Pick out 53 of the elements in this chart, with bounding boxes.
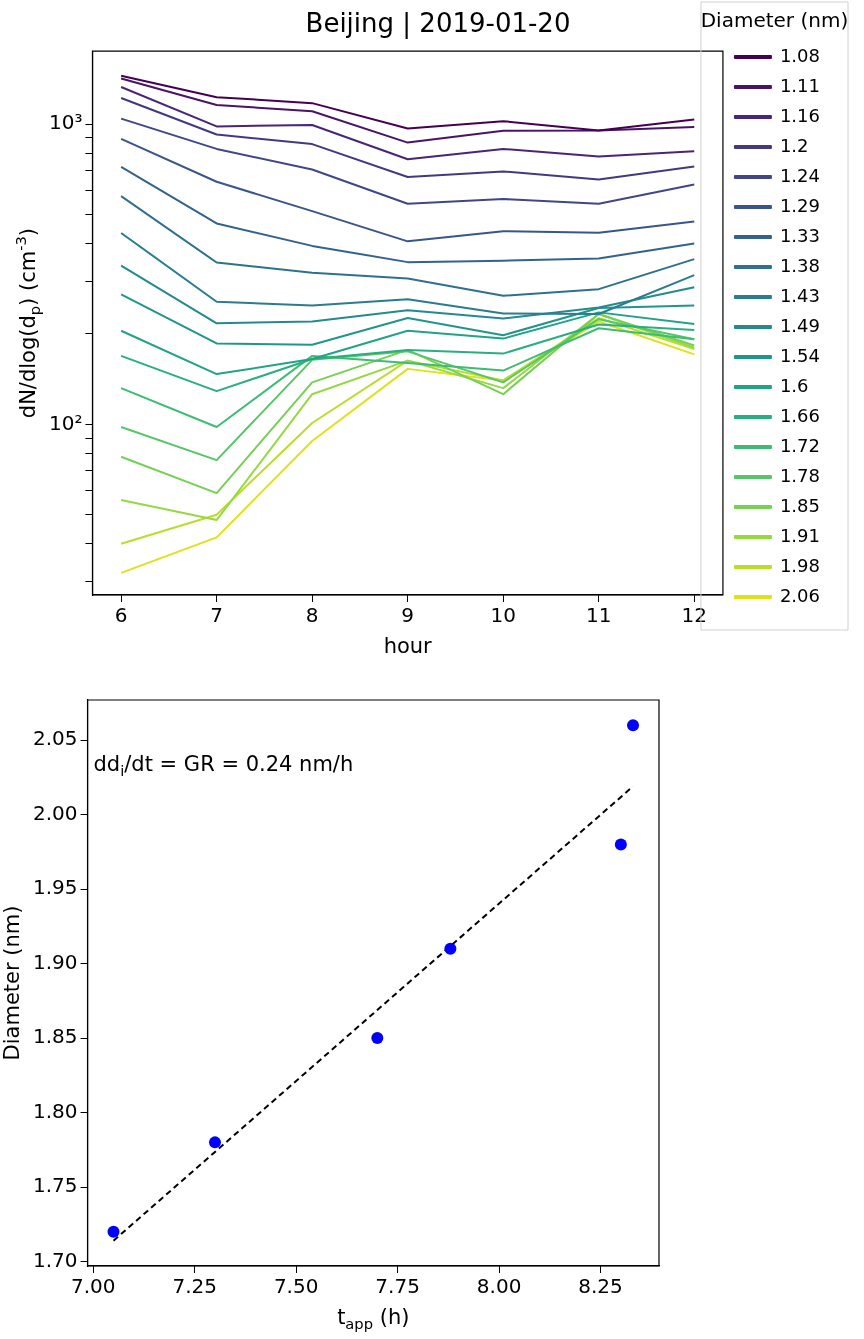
- x-tick-label: 9: [401, 603, 415, 628]
- x-tick-label: 6: [114, 603, 128, 628]
- legend-label: 1.6: [779, 374, 809, 396]
- x-tick-label: 7.25: [172, 1274, 217, 1299]
- y-tick-label: 10²: [49, 410, 83, 435]
- y-tick-label: 1.70: [33, 1247, 78, 1272]
- y-tick-label: 1.80: [33, 1098, 78, 1123]
- legend-label: 1.72: [779, 434, 820, 456]
- y-tick-label: 2.05: [33, 726, 78, 751]
- x-tick-label: 8.25: [578, 1274, 623, 1299]
- point: [371, 1032, 384, 1045]
- y-tick-label: 1.95: [33, 875, 78, 900]
- x-tick-label: 8.00: [476, 1274, 522, 1299]
- legend-label: 1.98: [779, 554, 820, 576]
- y-axis-title: dN/dlog(dp) (cm-3): [12, 227, 44, 419]
- y-tick-label: 2.00: [33, 800, 78, 825]
- legend-label: 1.43: [779, 284, 820, 306]
- legend-label: 1.16: [779, 104, 820, 126]
- legend-label: 1.08: [779, 44, 820, 66]
- point: [614, 838, 627, 851]
- y-tick-label: 1.85: [33, 1024, 78, 1049]
- x-tick-label: 7: [210, 603, 224, 628]
- x-tick-label: 10: [490, 603, 516, 628]
- x-tick-label: 12: [681, 603, 707, 628]
- x-tick-label: 11: [586, 603, 612, 628]
- legend-label: 1.78: [779, 464, 820, 486]
- point: [107, 1225, 120, 1238]
- legend-label: 1.49: [779, 314, 820, 336]
- x-tick-label: 7.00: [70, 1274, 116, 1299]
- legend-label: 1.33: [779, 224, 820, 246]
- y-tick-label: 10³: [49, 110, 83, 135]
- y-tick-label: 1.75: [33, 1173, 78, 1198]
- point: [444, 942, 457, 955]
- chart-title: Beijing | 2019-01-20: [305, 8, 571, 40]
- legend-label: 1.54: [779, 344, 820, 366]
- legend-label: 1.11: [779, 74, 820, 96]
- x-tick-label: 8: [305, 603, 319, 628]
- legend-label: 1.85: [779, 494, 820, 516]
- legend-title: Diameter (nm): [700, 8, 849, 33]
- x-tick-label: 7.50: [273, 1274, 319, 1299]
- y-axis-title: Diameter (nm): [0, 905, 25, 1061]
- point: [208, 1136, 221, 1149]
- point: [627, 719, 640, 732]
- legend-label: 1.91: [779, 524, 820, 546]
- legend-label: 1.38: [779, 254, 820, 276]
- legend-label: 1.24: [779, 164, 820, 186]
- x-axis-title: hour: [383, 634, 433, 659]
- y-tick-label: 1.90: [33, 949, 78, 974]
- legend-label: 1.2: [779, 134, 809, 156]
- x-tick-label: 7.75: [375, 1274, 420, 1299]
- legend-label: 1.66: [779, 404, 820, 426]
- legend-label: 2.06: [779, 584, 820, 606]
- legend-label: 1.29: [779, 194, 820, 216]
